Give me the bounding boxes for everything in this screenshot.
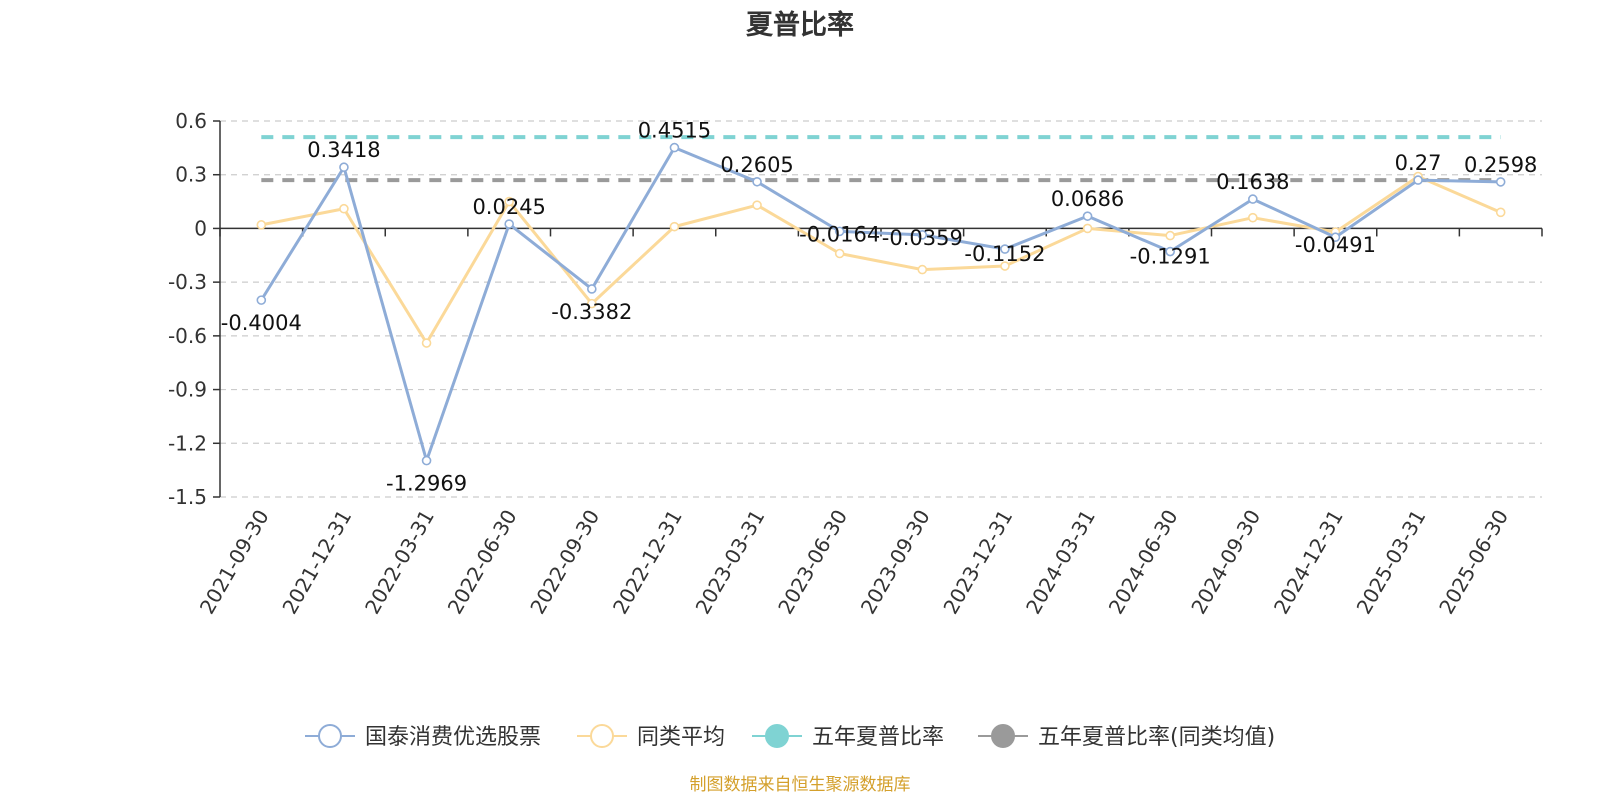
- y-tick-label: -0.9: [168, 378, 207, 402]
- fund-sharpe-point: [1248, 194, 1258, 204]
- y-tick-label: 0.6: [175, 109, 207, 133]
- legend-marker: [590, 724, 614, 748]
- legend-label: 国泰消费优选股票: [365, 725, 541, 750]
- legend-item-peer-average[interactable]: 同类平均: [577, 724, 725, 750]
- fund-sharpe-point: [421, 455, 432, 466]
- peer-average-point: [669, 221, 680, 232]
- data-labels: -0.4004 0.3418 -1.2969 0.0245 -0.3382 0.4515 0…: [221, 119, 1538, 496]
- peer-average-point: [256, 220, 267, 230]
- grid-lines: [220, 120, 1542, 498]
- data-label: -0.0491: [1295, 233, 1376, 257]
- legend-item-five-year-sharpe[interactable]: 五年夏普比率: [752, 724, 944, 750]
- peer-average-point: [587, 298, 597, 309]
- x-tick-label: 2024-09-30: [1186, 506, 1265, 619]
- legend-label: 同类平均: [637, 725, 725, 750]
- data-label: -0.0164: [799, 222, 880, 246]
- fund-sharpe-point: [1082, 211, 1093, 221]
- x-tick-label: 2024-12-31: [1269, 506, 1348, 619]
- data-label: 0.27: [1395, 151, 1442, 175]
- fund-sharpe-line: [260, 146, 1501, 463]
- x-tick-label: 2024-03-31: [1021, 506, 1100, 619]
- peer-average-point: [834, 248, 845, 259]
- peer-average-point: [1000, 261, 1010, 271]
- peer-average-point: [339, 203, 349, 214]
- y-tick-label: -1.2: [168, 431, 207, 455]
- y-tick-label: -0.3: [168, 270, 207, 294]
- peer-average-point: [1165, 230, 1175, 241]
- fund-sharpe-point: [587, 284, 597, 294]
- data-label: -1.2969: [386, 472, 467, 496]
- data-label: 0.0686: [1051, 187, 1124, 211]
- series-lines: [256, 135, 1506, 466]
- x-tick-label: 2022-12-31: [608, 506, 687, 619]
- legend: 国泰消费优选股票 同类平均 五年夏普比率 五年夏普比率(同类均值): [305, 724, 1275, 750]
- peer-average-point: [504, 196, 514, 207]
- data-label: -0.1152: [964, 242, 1045, 266]
- data-label: 0.0245: [472, 195, 545, 219]
- fund-sharpe-point: [504, 219, 514, 229]
- fund-sharpe-point: [1413, 175, 1423, 185]
- fund-sharpe-point: [1330, 232, 1341, 243]
- fund-sharpe-point: [669, 142, 680, 153]
- peer-average-point: [1082, 223, 1093, 234]
- source-note: 制图数据来自恒生聚源数据库: [690, 775, 911, 795]
- y-tick-label: 0.3: [175, 163, 207, 187]
- fund-sharpe-point: [834, 226, 845, 237]
- x-tick-label: 2024-06-30: [1104, 506, 1183, 619]
- legend-item-fund[interactable]: 国泰消费优选股票: [305, 724, 541, 750]
- data-label: 0.2598: [1464, 153, 1537, 177]
- y-tick-label: -1.5: [168, 485, 207, 509]
- fund-sharpe-point: [256, 295, 267, 305]
- legend-marker: [991, 724, 1015, 748]
- data-label: -0.1291: [1130, 245, 1211, 269]
- fund-sharpe-point: [1000, 244, 1010, 254]
- y-tick-label: -0.6: [168, 324, 207, 348]
- data-label: 0.1638: [1216, 170, 1289, 194]
- data-label: -0.4004: [221, 311, 302, 335]
- data-label: 0.2605: [720, 153, 793, 177]
- data-label: 0.3418: [307, 138, 380, 162]
- legend-marker: [765, 724, 789, 748]
- fund-sharpe-point: [339, 162, 349, 173]
- x-tick-label: 2023-03-31: [690, 506, 769, 619]
- x-tick-label: 2022-09-30: [525, 506, 604, 619]
- chart-title: 夏普比率: [746, 9, 854, 41]
- peer-average-point: [421, 338, 432, 348]
- fund-sharpe-point: [1165, 246, 1175, 257]
- legend-marker: [318, 724, 342, 748]
- peer-average-point: [917, 264, 928, 275]
- x-tick-label: 2025-06-30: [1434, 506, 1513, 619]
- data-label: -0.3382: [551, 300, 632, 324]
- legend-label: 五年夏普比率: [812, 725, 944, 750]
- x-tick-label: 2023-12-31: [938, 506, 1017, 619]
- legend-item-five-year-peer-avg[interactable]: 五年夏普比率(同类均值): [978, 724, 1275, 750]
- peer-average-point: [1248, 212, 1258, 223]
- x-tick-label: 2021-09-30: [195, 506, 274, 619]
- data-label: 0.4515: [638, 119, 711, 143]
- data-label: -0.0359: [882, 226, 963, 250]
- x-tick-label: 2021-12-31: [277, 506, 356, 619]
- x-tick-label: 2025-03-31: [1351, 506, 1430, 619]
- fund-sharpe-point: [752, 176, 762, 187]
- peer-average-point: [1495, 207, 1506, 218]
- x-tick-label: 2022-06-30: [443, 506, 522, 619]
- fund-sharpe-point: [917, 230, 928, 240]
- legend-label: 五年夏普比率(同类均值): [1038, 725, 1275, 750]
- x-tick-label: 2023-09-30: [856, 506, 935, 619]
- x-tick-label: 2022-03-31: [360, 506, 439, 619]
- x-tick-label: 2023-06-30: [773, 506, 852, 619]
- y-tick-label: 0: [194, 216, 207, 240]
- fund-sharpe-point: [1495, 177, 1506, 187]
- peer-average-point: [752, 200, 762, 210]
- peer-average-line: [261, 175, 1502, 345]
